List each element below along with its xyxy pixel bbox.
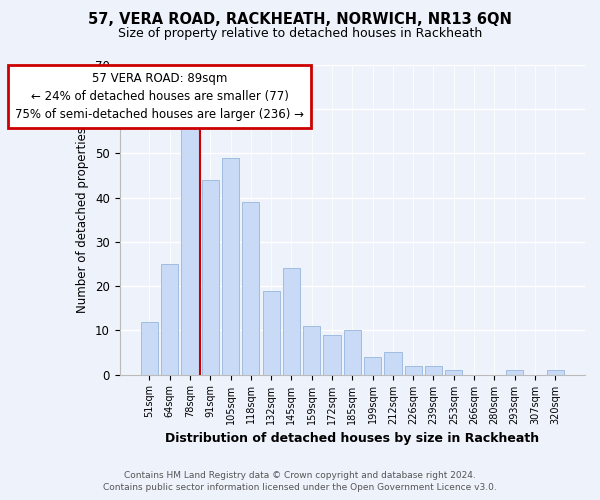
Bar xyxy=(141,322,158,374)
Text: Contains HM Land Registry data © Crown copyright and database right 2024.
Contai: Contains HM Land Registry data © Crown c… xyxy=(103,471,497,492)
Bar xyxy=(547,370,564,374)
Text: 57, VERA ROAD, RACKHEATH, NORWICH, NR13 6QN: 57, VERA ROAD, RACKHEATH, NORWICH, NR13 … xyxy=(88,12,512,28)
Text: 57 VERA ROAD: 89sqm
← 24% of detached houses are smaller (77)
75% of semi-detach: 57 VERA ROAD: 89sqm ← 24% of detached ho… xyxy=(15,72,304,120)
Bar xyxy=(344,330,361,374)
Bar xyxy=(202,180,219,374)
Bar xyxy=(384,352,401,374)
Bar xyxy=(263,290,280,374)
Bar xyxy=(364,357,381,374)
Bar xyxy=(161,264,178,374)
Bar xyxy=(242,202,259,374)
Y-axis label: Number of detached properties: Number of detached properties xyxy=(76,127,89,313)
Bar xyxy=(404,366,422,374)
Bar xyxy=(222,158,239,374)
Bar xyxy=(323,335,341,374)
Bar xyxy=(506,370,523,374)
Bar xyxy=(283,268,300,374)
Bar xyxy=(445,370,463,374)
X-axis label: Distribution of detached houses by size in Rackheath: Distribution of detached houses by size … xyxy=(165,432,539,445)
Bar xyxy=(303,326,320,374)
Text: Size of property relative to detached houses in Rackheath: Size of property relative to detached ho… xyxy=(118,28,482,40)
Bar xyxy=(181,127,199,374)
Bar xyxy=(425,366,442,374)
